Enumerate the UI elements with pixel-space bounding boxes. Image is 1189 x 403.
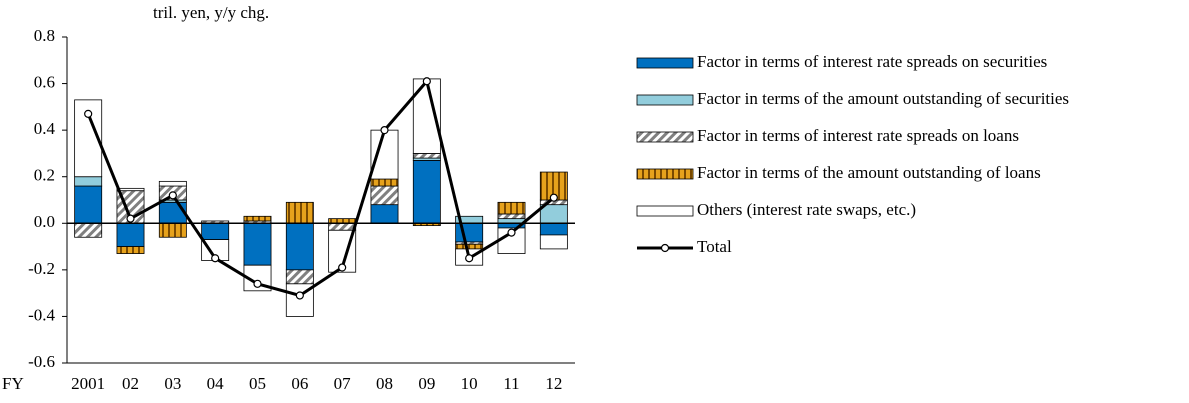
x-tick-label: 12 bbox=[545, 374, 562, 393]
bar-segment bbox=[116, 222, 145, 247]
bar-segment bbox=[116, 187, 145, 192]
total-marker bbox=[380, 126, 389, 135]
bar-segment bbox=[74, 222, 103, 238]
bar-segment bbox=[412, 153, 441, 159]
bar-segment bbox=[74, 176, 103, 187]
bar-segment bbox=[328, 222, 357, 231]
bar-segment bbox=[116, 246, 145, 254]
y-tick-label: -0.4 bbox=[28, 305, 55, 324]
legend-label: Others (interest rate swaps, etc.) bbox=[697, 200, 916, 219]
y-axis-label: tril. yen, y/y chg. bbox=[153, 3, 269, 22]
bar-segment bbox=[158, 222, 187, 238]
total-marker bbox=[465, 254, 474, 263]
total-marker bbox=[211, 254, 220, 263]
x-tick-label: 09 bbox=[418, 374, 435, 393]
bar-segment bbox=[285, 201, 314, 224]
bar-segment bbox=[497, 213, 526, 220]
legend-label: Factor in terms of the amount outstandin… bbox=[697, 163, 1041, 182]
bar-segment bbox=[74, 185, 103, 224]
bar-segment bbox=[539, 204, 568, 224]
x-axis-label: FY bbox=[2, 374, 24, 393]
total-marker bbox=[549, 193, 558, 202]
total-marker bbox=[295, 291, 304, 300]
legend-swatch bbox=[636, 57, 694, 69]
bar-segment bbox=[285, 222, 314, 271]
x-tick-label: 02 bbox=[122, 374, 139, 393]
legend-swatch bbox=[636, 205, 694, 217]
x-tick-label: 07 bbox=[334, 374, 352, 393]
bar-segment bbox=[370, 185, 399, 206]
y-tick-label: 0.2 bbox=[34, 166, 55, 185]
legend-swatch bbox=[636, 168, 694, 180]
bar-segment bbox=[370, 129, 399, 180]
legend-label: Factor in terms of the amount outstandin… bbox=[697, 89, 1069, 108]
bar-segment bbox=[455, 222, 484, 243]
total-marker bbox=[126, 214, 135, 223]
y-tick-label: -0.2 bbox=[28, 259, 55, 278]
y-tick-label: -0.6 bbox=[28, 352, 55, 371]
x-tick-label: 06 bbox=[291, 374, 308, 393]
bar-segment bbox=[539, 222, 568, 236]
x-tick-label: 04 bbox=[207, 374, 225, 393]
legend-label: Factor in terms of interest rate spreads… bbox=[697, 126, 1019, 145]
x-tick-label: 11 bbox=[503, 374, 519, 393]
legend-label: Total bbox=[697, 237, 732, 256]
total-marker bbox=[422, 77, 431, 86]
x-tick-label: 2001 bbox=[71, 374, 105, 393]
bar-segment bbox=[158, 180, 187, 187]
total-line bbox=[86, 78, 555, 298]
legend-marker bbox=[660, 243, 670, 253]
bar-segment bbox=[497, 201, 526, 215]
total-marker bbox=[253, 279, 262, 288]
legend-swatch bbox=[636, 131, 694, 143]
total-marker bbox=[84, 109, 93, 118]
bar-segment bbox=[285, 269, 314, 285]
legend-swatch bbox=[636, 94, 694, 106]
y-tick-label: 0.8 bbox=[34, 26, 55, 45]
bar-segment bbox=[370, 178, 399, 187]
x-tick-label: 05 bbox=[249, 374, 266, 393]
total-marker bbox=[507, 228, 516, 237]
total-marker bbox=[168, 191, 177, 200]
y-tick-label: 0.0 bbox=[34, 212, 55, 231]
y-tick-label: 0.6 bbox=[34, 72, 55, 91]
x-tick-label: 10 bbox=[461, 374, 478, 393]
y-tick-label: 0.4 bbox=[34, 119, 56, 138]
bar-segment bbox=[243, 215, 272, 222]
bar-segment bbox=[412, 160, 441, 224]
bar-segment bbox=[370, 204, 399, 224]
legend-label: Factor in terms of interest rate spreads… bbox=[697, 52, 1047, 71]
bar-segment bbox=[539, 234, 568, 250]
bar-segment bbox=[243, 222, 272, 266]
bar-segment bbox=[455, 243, 484, 250]
bar-segment bbox=[201, 222, 230, 240]
total-marker bbox=[338, 263, 347, 272]
bar-segment bbox=[158, 201, 187, 224]
x-tick-label: 03 bbox=[164, 374, 181, 393]
x-tick-label: 08 bbox=[376, 374, 393, 393]
